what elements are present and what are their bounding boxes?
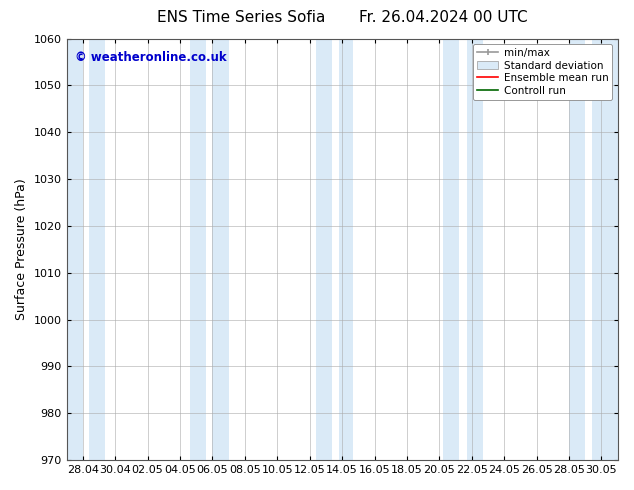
Bar xyxy=(190,39,206,460)
Text: ENS Time Series Sofia: ENS Time Series Sofia xyxy=(157,10,325,25)
Bar xyxy=(443,39,459,460)
Bar xyxy=(592,39,618,460)
Bar xyxy=(67,39,83,460)
Bar xyxy=(316,39,332,460)
Bar xyxy=(212,39,229,460)
Legend: min/max, Standard deviation, Ensemble mean run, Controll run: min/max, Standard deviation, Ensemble me… xyxy=(474,44,612,100)
Bar xyxy=(569,39,585,460)
Text: © weatheronline.co.uk: © weatheronline.co.uk xyxy=(75,51,226,64)
Bar xyxy=(339,39,353,460)
Y-axis label: Surface Pressure (hPa): Surface Pressure (hPa) xyxy=(15,178,28,320)
Bar xyxy=(89,39,105,460)
Text: Fr. 26.04.2024 00 UTC: Fr. 26.04.2024 00 UTC xyxy=(359,10,528,25)
Bar xyxy=(467,39,483,460)
